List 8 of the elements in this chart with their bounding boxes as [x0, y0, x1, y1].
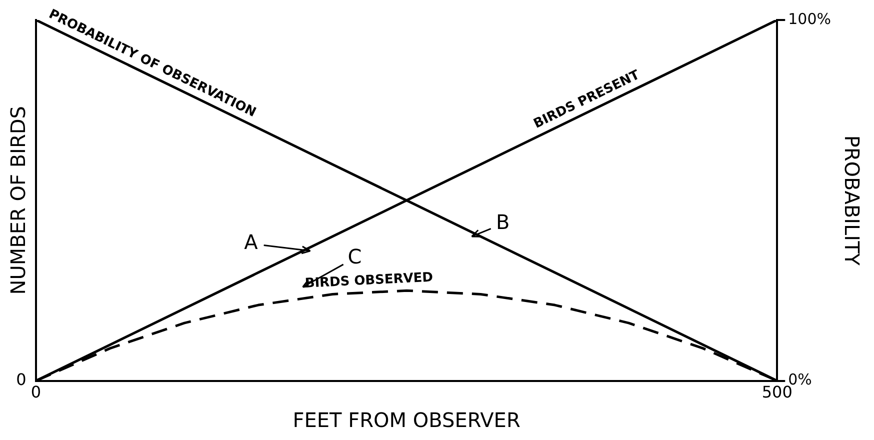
annotation: A — [244, 230, 258, 254]
annotation: B — [496, 210, 510, 234]
x-axis-title: FEET FROM OBSERVER — [292, 408, 520, 432]
text: 0 — [16, 370, 26, 389]
y2-axis-title: PROBABILITY — [840, 135, 864, 266]
y-axis-title: NUMBER OF BIRDS — [6, 106, 30, 295]
y2-tick-label: 100% — [788, 10, 832, 28]
annotation: C — [348, 244, 362, 268]
